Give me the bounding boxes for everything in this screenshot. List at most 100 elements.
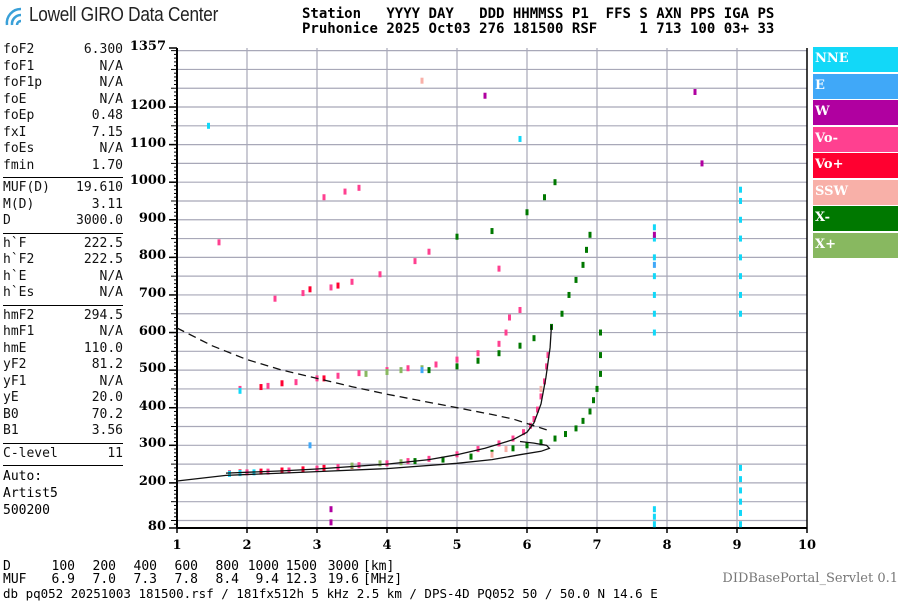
echo-point-voplus xyxy=(259,384,263,391)
echo-point-nne xyxy=(228,470,231,477)
echo-point-xminus xyxy=(455,233,459,240)
param-value: N/A xyxy=(99,285,123,300)
param-row: C-level 11 xyxy=(3,446,123,463)
echo-point-w xyxy=(483,92,487,99)
echo-point-vominus xyxy=(357,462,361,469)
echo-point-vominus xyxy=(413,258,417,265)
muf-row: MUF 6.9 7.0 7.3 7.8 8.4 9.4 12.3 19.6 [MHz] xyxy=(0,573,420,586)
param-label: foEs xyxy=(3,141,35,156)
param-value: 70.2 xyxy=(91,406,123,422)
echo-point-xminus xyxy=(543,194,546,201)
echo-point-vominus xyxy=(357,184,361,191)
param-label: B1 xyxy=(3,423,19,438)
d-value: 400 xyxy=(133,559,157,574)
param-label: M(D) xyxy=(3,196,35,212)
echo-point-vominus xyxy=(343,188,347,195)
echo-point-xminus xyxy=(592,397,595,404)
echo-point-vominus xyxy=(217,239,221,246)
echo-point-vominus xyxy=(406,458,410,465)
autoscale-info: 500200 xyxy=(3,503,50,518)
echo-point-nne xyxy=(739,487,742,494)
echo-point-ssw xyxy=(490,451,494,458)
legend-item-w: W xyxy=(813,100,898,125)
echo-point-nne xyxy=(739,310,742,317)
echo-point-voplus xyxy=(336,282,340,289)
d-value: 200 xyxy=(92,559,116,574)
param-row: D 3000.0 xyxy=(3,213,123,230)
echo-point-nne xyxy=(652,273,656,280)
separator xyxy=(3,177,123,178)
echo-point-w xyxy=(700,160,704,167)
x-tick-label: 1 xyxy=(172,538,182,553)
x-tick-label: 2 xyxy=(242,538,252,553)
echo-point-voplus xyxy=(308,286,312,293)
echo-point-nne xyxy=(739,521,742,528)
param-value: 11 xyxy=(107,445,123,461)
echo-point-vominus xyxy=(406,365,410,372)
param-value: 7.15 xyxy=(91,124,123,140)
echo-point-nne xyxy=(652,310,656,317)
param-row: foEs N/A xyxy=(3,141,123,158)
y-tick-label: 600 xyxy=(138,323,166,339)
legend-item-xplus: X+ xyxy=(813,232,898,258)
param-value: 0.48 xyxy=(91,108,123,123)
echo-point-xminus xyxy=(560,310,564,317)
muf-value: 8.4 xyxy=(215,572,239,587)
echo-point-xminus xyxy=(585,246,588,253)
param-value: 3000.0 xyxy=(76,213,123,228)
autoscale-info: Artist5 xyxy=(3,486,58,501)
param-value: 110.0 xyxy=(83,340,123,356)
y-tick-label: 900 xyxy=(138,210,166,226)
param-row: foF1p N/A xyxy=(3,75,123,92)
servlet-version: DIDBasePortal_Servlet 0.1 xyxy=(722,571,898,586)
echo-point-ssw xyxy=(539,385,543,392)
muf-value: 7.8 xyxy=(174,572,198,587)
echo-point-nne xyxy=(739,498,742,505)
x-tick-label: 4 xyxy=(382,538,392,553)
muf-value: 6.9 xyxy=(51,572,75,587)
echo-point-vominus xyxy=(511,435,515,442)
y-tick-label: 800 xyxy=(138,248,166,264)
param-value: 20.0 xyxy=(91,390,123,405)
param-row: foE N/A xyxy=(3,92,123,109)
d-value: 3000 xyxy=(327,559,359,574)
echo-point-xminus xyxy=(574,425,578,432)
echo-point-voplus xyxy=(280,380,284,387)
echo-point-ssw xyxy=(504,446,508,453)
param-value: N/A xyxy=(99,58,123,74)
echo-point-xminus xyxy=(567,291,571,298)
echo-point-xplus xyxy=(350,462,354,469)
y-tick-label: 1357 xyxy=(129,39,166,54)
echo-point-xplus xyxy=(399,367,403,374)
param-label: fmin xyxy=(3,157,35,173)
echo-point-xminus xyxy=(476,357,480,364)
param-label: h`F xyxy=(3,235,27,251)
echo-point-vominus xyxy=(518,306,522,313)
legend-item-ssw: SSW xyxy=(813,179,898,205)
echo-point-nne xyxy=(652,521,656,528)
param-label: hmF2 xyxy=(3,307,35,323)
echo-point-xminus xyxy=(574,276,578,283)
param-row: foF2 6.300 xyxy=(3,42,123,59)
param-label: foF1p xyxy=(3,75,43,90)
echo-point-w xyxy=(693,88,697,95)
header-values: Pruhonice 2025 Oct03 276 181500 RSF 1 71… xyxy=(302,20,775,37)
x-tick-label: 7 xyxy=(592,538,602,553)
profile-curve xyxy=(225,324,553,474)
echo-point-vominus xyxy=(336,372,340,379)
y-tick-label: 1200 xyxy=(129,98,166,113)
x-tick-label: 5 xyxy=(452,538,462,553)
echo-point-nne xyxy=(739,254,742,261)
param-row: h`F2 222.5 xyxy=(3,252,123,269)
echo-point-xminus xyxy=(511,445,515,452)
echo-point-nne xyxy=(739,186,742,193)
echo-point-xminus xyxy=(455,363,459,370)
echo-point-vominus xyxy=(522,429,525,436)
echo-point-vominus xyxy=(455,356,459,363)
param-value: N/A xyxy=(99,75,123,90)
header-labels: Station YYYY DAY DDD HHMMSS P1 FFS S AXN… xyxy=(302,5,775,22)
param-row: M(D) 3.11 xyxy=(3,197,123,214)
echo-point-nne xyxy=(739,464,742,471)
param-value: N/A xyxy=(99,373,123,389)
d-label: D xyxy=(3,559,11,574)
